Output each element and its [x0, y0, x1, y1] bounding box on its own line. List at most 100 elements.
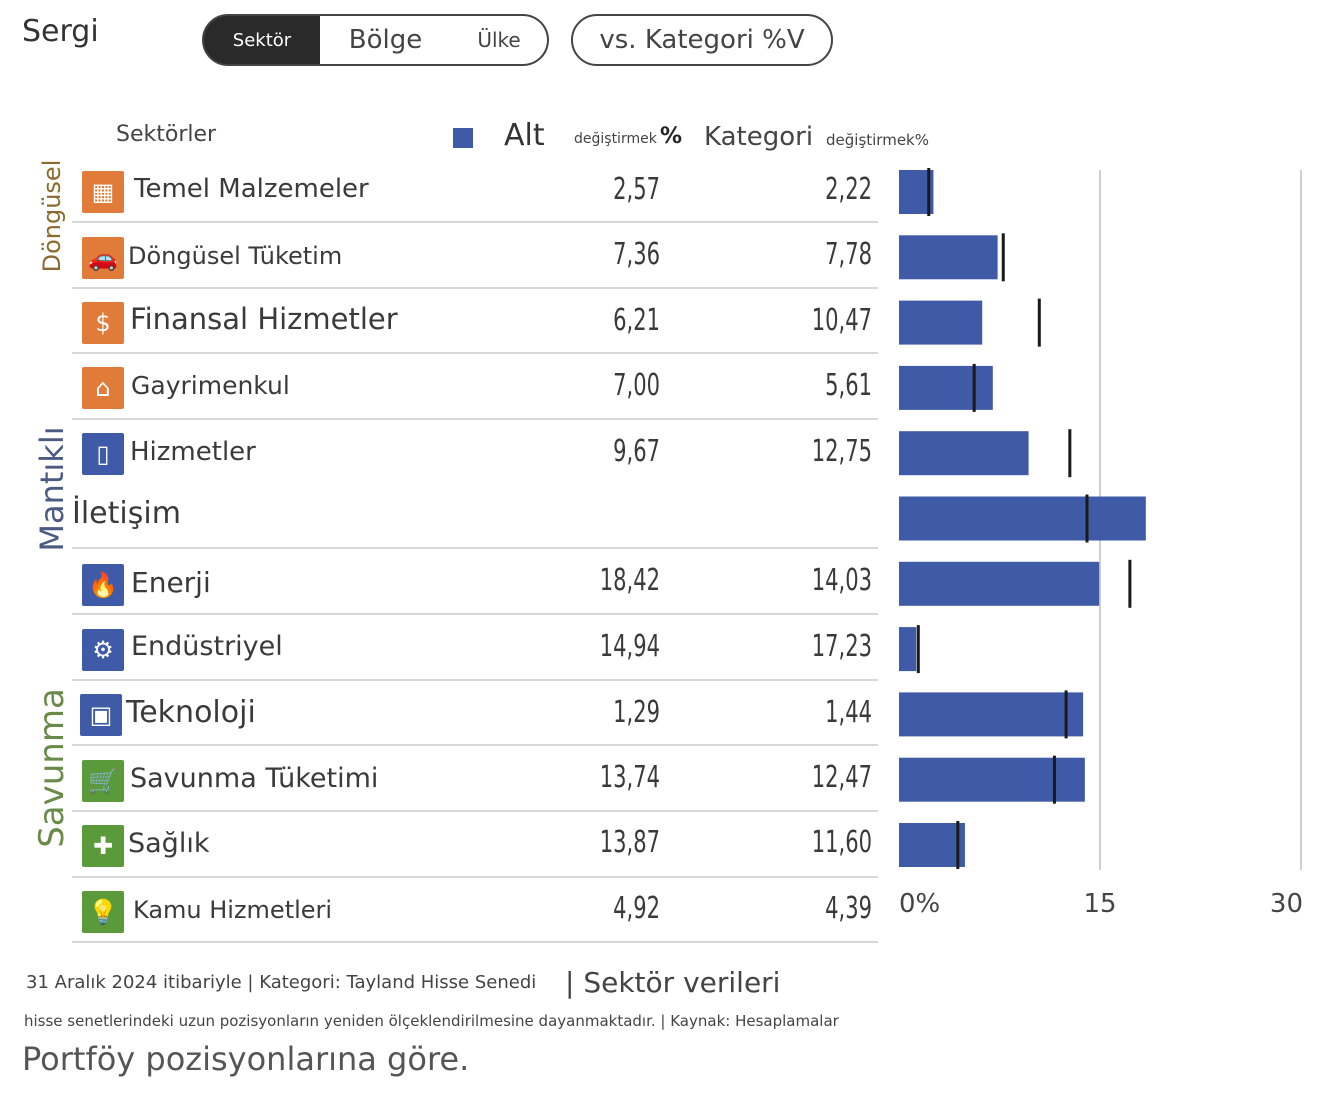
category-value: 17,23 [811, 629, 872, 664]
house-icon: ⌂ [82, 367, 124, 409]
bar-7 [899, 627, 917, 672]
category-tick-7 [916, 625, 920, 674]
footnote-date-category: 31 Aralık 2024 itibariyle | Kategori: Ta… [26, 972, 537, 993]
alt-value: 7,00 [613, 368, 660, 403]
row-label: Savunma Tüketimi [130, 763, 379, 794]
category-tick-6 [1128, 559, 1132, 608]
category-tick-8 [1064, 690, 1068, 739]
row-divider [72, 547, 878, 549]
row-label: Hizmetler [130, 437, 256, 467]
row-divider [72, 287, 878, 289]
axis-tick-label: 0% [899, 889, 940, 919]
footnote-sector-data: | Sektör verileri [565, 966, 781, 999]
category-value: 1,44 [825, 695, 872, 730]
category-change-header: değiştirmek% [826, 131, 929, 149]
axis-tick-label: 30 [1270, 889, 1303, 919]
category-tick-10 [956, 821, 960, 869]
alt-value: 7,36 [613, 237, 660, 272]
category-tick-5 [1085, 494, 1089, 543]
alt-value: 18,42 [599, 563, 660, 598]
alt-value: 9,67 [613, 434, 660, 469]
bar-5 [899, 496, 1146, 541]
alt-change-header: değiştirmek [574, 131, 657, 147]
axis-tick-label: 15 [1083, 889, 1116, 919]
row-label: Gayrimenkul [131, 371, 290, 400]
bar-3 [899, 365, 993, 410]
row-label: Teknoloji [126, 695, 256, 730]
car-icon: 🚗 [82, 237, 124, 279]
compare-category-button[interactable]: vs. Kategori %V [571, 14, 833, 66]
group-label-sensitive: Mantıklı [33, 426, 71, 552]
money-icon: $ [82, 302, 124, 344]
category-value: 7,78 [825, 237, 872, 272]
row-divider [72, 221, 878, 223]
row-label: Finansal Hizmetler [130, 302, 398, 336]
footnote-methodology: hisse senetlerindeki uzun pozisyonların … [24, 1012, 839, 1030]
row-divider [72, 744, 878, 746]
category-value: 14,03 [811, 563, 872, 598]
category-value: 2,22 [825, 172, 872, 207]
category-value: 5,61 [825, 368, 872, 403]
category-value: 10,47 [811, 303, 872, 338]
tab-country[interactable]: Ülke [451, 14, 549, 66]
computer-icon: ▣ [80, 694, 122, 736]
lightbulb-icon: 💡 [82, 891, 124, 933]
group-label-defensive: Savunma [32, 688, 72, 848]
alt-value: 13,74 [599, 760, 660, 795]
alt-value: 2,57 [613, 172, 660, 207]
bar-1 [899, 235, 998, 280]
phone-icon: ▯ [82, 433, 124, 475]
row-divider [72, 418, 878, 420]
bar-4 [899, 431, 1029, 476]
alt-value: 14,94 [599, 629, 660, 664]
category-tick-2 [1037, 298, 1041, 347]
category-tick-3 [972, 363, 976, 412]
alt-header: Alt [504, 118, 545, 153]
row-label: İletişim [72, 496, 181, 531]
category-value: 4,39 [825, 891, 872, 926]
tab-sector[interactable]: Sektör [202, 14, 322, 66]
bar-chart: 0% 15 30 [899, 168, 1303, 919]
row-label: Sağlık [128, 828, 210, 859]
group-label-cyclical: Döngüsel [38, 159, 66, 273]
sectors-header: Sektörler [116, 122, 217, 147]
flame-icon: 🔥 [82, 564, 124, 606]
alt-legend-swatch [453, 128, 473, 148]
row-label: Kamu Hizmetleri [133, 896, 333, 924]
bar-10 [899, 823, 965, 867]
category-tick-0 [927, 168, 931, 216]
row-label: Temel Malzemeler [134, 174, 369, 204]
percent-symbol: % [660, 124, 682, 149]
alt-value: 4,92 [613, 891, 660, 926]
page-title: Sergi [22, 14, 99, 49]
category-value: 11,60 [811, 825, 872, 860]
row-divider [72, 352, 878, 354]
row-divider [72, 613, 878, 615]
footnote-positions: Portföy pozisyonlarına göre. [22, 1040, 470, 1078]
gear-icon: ⚙ [82, 629, 124, 671]
row-divider [72, 679, 878, 681]
category-tick-9 [1052, 755, 1056, 804]
bar-6 [899, 561, 1100, 606]
category-tick-4 [1068, 429, 1072, 478]
tab-region[interactable]: Bölge [320, 14, 452, 66]
bar-9 [899, 757, 1085, 802]
row-label: Endüstriyel [131, 631, 283, 662]
blocks-icon: ▦ [82, 171, 124, 213]
bar-2 [899, 300, 983, 345]
cart-icon: 🛒 [82, 760, 124, 802]
bar-8 [899, 692, 1084, 737]
row-label: Döngüsel Tüketim [128, 242, 343, 270]
row-label: Enerji [131, 566, 211, 599]
alt-value: 1,29 [613, 695, 660, 730]
alt-value: 6,21 [613, 303, 660, 338]
alt-value: 13,87 [599, 825, 660, 860]
category-value: 12,75 [811, 434, 872, 469]
category-tick-1 [1001, 233, 1005, 282]
category-header: Kategori [704, 122, 814, 152]
row-divider [72, 941, 878, 943]
row-divider [72, 876, 878, 878]
category-value: 12,47 [811, 760, 872, 795]
row-divider [72, 810, 878, 812]
cross-icon: ✚ [82, 825, 124, 867]
